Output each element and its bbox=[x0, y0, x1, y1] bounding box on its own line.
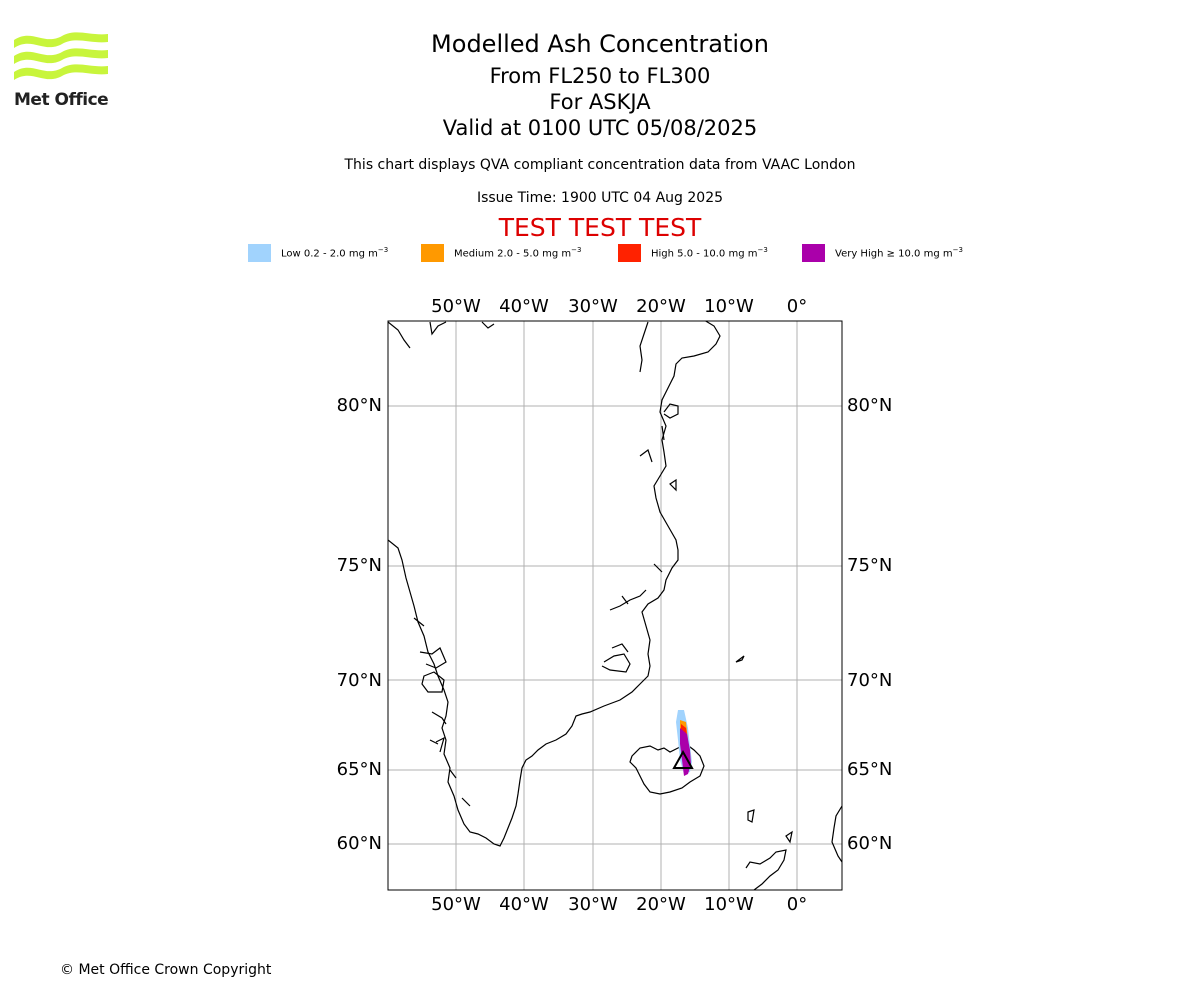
greenland-west-inlets bbox=[413, 617, 471, 807]
legend-item-low: Low 0.2 - 2.0 mg m−3 bbox=[248, 244, 388, 262]
lon-label-bottom-20w: 20°W bbox=[636, 894, 686, 915]
lat-label-left-70n: 70°N bbox=[337, 670, 382, 691]
lon-label-bottom-40w: 40°W bbox=[499, 894, 549, 915]
lat-label-right-65n: 65°N bbox=[847, 759, 892, 780]
lat-labels-right: 80°N 75°N 70°N 65°N 60°N bbox=[847, 395, 892, 854]
issue-time: Issue Time: 1900 UTC 04 Aug 2025 bbox=[476, 190, 724, 206]
greenland-west-coast bbox=[388, 321, 721, 847]
lon-labels-bottom: 50°W 40°W 30°W 20°W 10°W 0° bbox=[431, 894, 807, 915]
lat-label-left-60n: 60°N bbox=[337, 833, 382, 854]
lon-label-top-40w: 40°W bbox=[499, 296, 549, 317]
logo-text: Met Office bbox=[14, 90, 109, 110]
faroe-islands bbox=[747, 809, 755, 823]
valid-time: Valid at 0100 UTC 05/08/2025 bbox=[442, 116, 758, 140]
volcano-name: For ASKJA bbox=[549, 90, 651, 114]
lat-labels-left: 80°N 75°N 70°N 65°N 60°N bbox=[337, 395, 382, 854]
legend-swatch-high bbox=[618, 244, 641, 262]
map-frame bbox=[387, 320, 843, 891]
shetland bbox=[785, 830, 793, 844]
lat-label-left-80n: 80°N bbox=[337, 395, 382, 416]
legend-label-low: Low 0.2 - 2.0 mg m bbox=[281, 248, 378, 260]
legend-swatch-low bbox=[248, 244, 271, 262]
legend-swatch-medium bbox=[421, 244, 444, 262]
legend-item-high: High 5.0 - 10.0 mg m−3 bbox=[618, 244, 768, 262]
greenland-east-fjords bbox=[601, 449, 677, 673]
lat-label-right-80n: 80°N bbox=[847, 395, 892, 416]
legend-swatch-very-high bbox=[802, 244, 825, 262]
met-office-wave-icon bbox=[14, 32, 108, 80]
jan-mayen bbox=[735, 655, 745, 663]
legend: Low 0.2 - 2.0 mg m−3 Medium 2.0 - 5.0 mg… bbox=[0, 244, 1200, 264]
test-banner: TEST TEST TEST bbox=[498, 213, 702, 242]
legend-label-very-high: Very High ≥ 10.0 mg m bbox=[835, 248, 953, 260]
lon-label-top-10w: 10°W bbox=[704, 296, 754, 317]
lat-label-right-70n: 70°N bbox=[847, 670, 892, 691]
lat-label-left-65n: 65°N bbox=[337, 759, 382, 780]
copyright: © Met Office Crown Copyright bbox=[60, 962, 272, 978]
ash-contour-very-high bbox=[680, 728, 691, 776]
lon-label-bottom-10w: 10°W bbox=[704, 894, 754, 915]
lon-label-bottom-0: 0° bbox=[787, 894, 807, 915]
legend-item-medium: Medium 2.0 - 5.0 mg m−3 bbox=[421, 244, 581, 262]
norway-coast bbox=[831, 805, 842, 863]
greenland-north-east bbox=[639, 321, 679, 441]
met-office-logo: Met Office bbox=[14, 30, 109, 112]
lon-label-bottom-30w: 30°W bbox=[568, 894, 618, 915]
lon-label-top-20w: 20°W bbox=[636, 296, 686, 317]
graticule bbox=[388, 321, 842, 890]
lon-label-top-0: 0° bbox=[787, 296, 807, 317]
scotland-coast bbox=[745, 849, 787, 890]
lat-label-right-75n: 75°N bbox=[847, 555, 892, 576]
legend-label-high: High 5.0 - 10.0 mg m bbox=[651, 248, 758, 260]
iceland-coast bbox=[629, 743, 705, 795]
lon-label-bottom-50w: 50°W bbox=[431, 894, 481, 915]
legend-label-medium: Medium 2.0 - 5.0 mg m bbox=[454, 248, 572, 260]
lat-label-right-60n: 60°N bbox=[847, 833, 892, 854]
chart-description: This chart displays QVA compliant concen… bbox=[344, 157, 856, 173]
greenland-north-coast bbox=[388, 321, 495, 349]
lon-label-top-50w: 50°W bbox=[431, 296, 481, 317]
map-frame-bg bbox=[388, 321, 842, 890]
lon-label-top-30w: 30°W bbox=[568, 296, 618, 317]
triangle-icon bbox=[672, 749, 694, 769]
flight-levels: From FL250 to FL300 bbox=[489, 64, 711, 88]
chart-title: Modelled Ash Concentration bbox=[431, 30, 769, 58]
lat-label-left-75n: 75°N bbox=[337, 555, 382, 576]
lon-labels-top: 50°W 40°W 30°W 20°W 10°W 0° bbox=[431, 296, 807, 317]
legend-item-very-high: Very High ≥ 10.0 mg m−3 bbox=[802, 244, 963, 262]
coastlines bbox=[388, 321, 842, 890]
